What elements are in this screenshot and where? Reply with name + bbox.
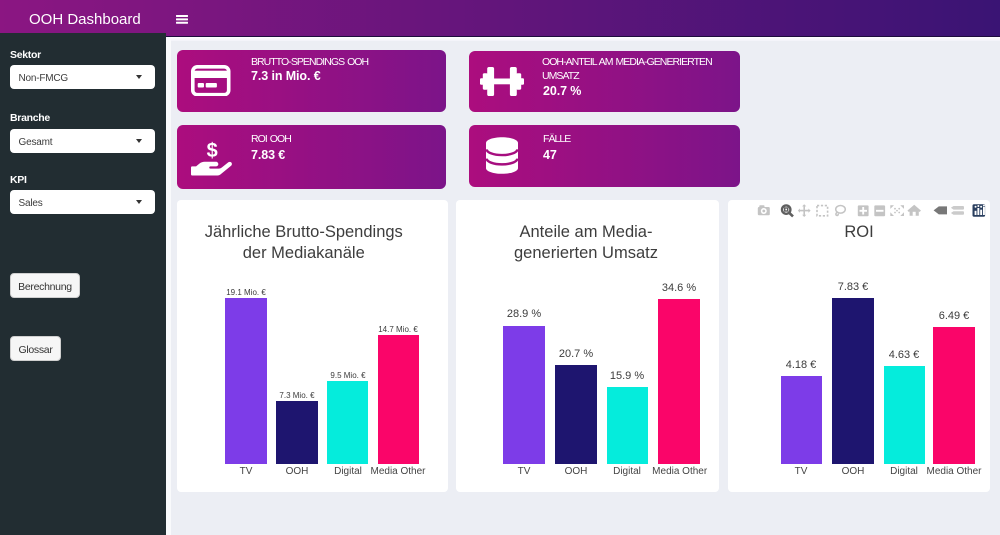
- svg-text:$: $: [207, 140, 218, 162]
